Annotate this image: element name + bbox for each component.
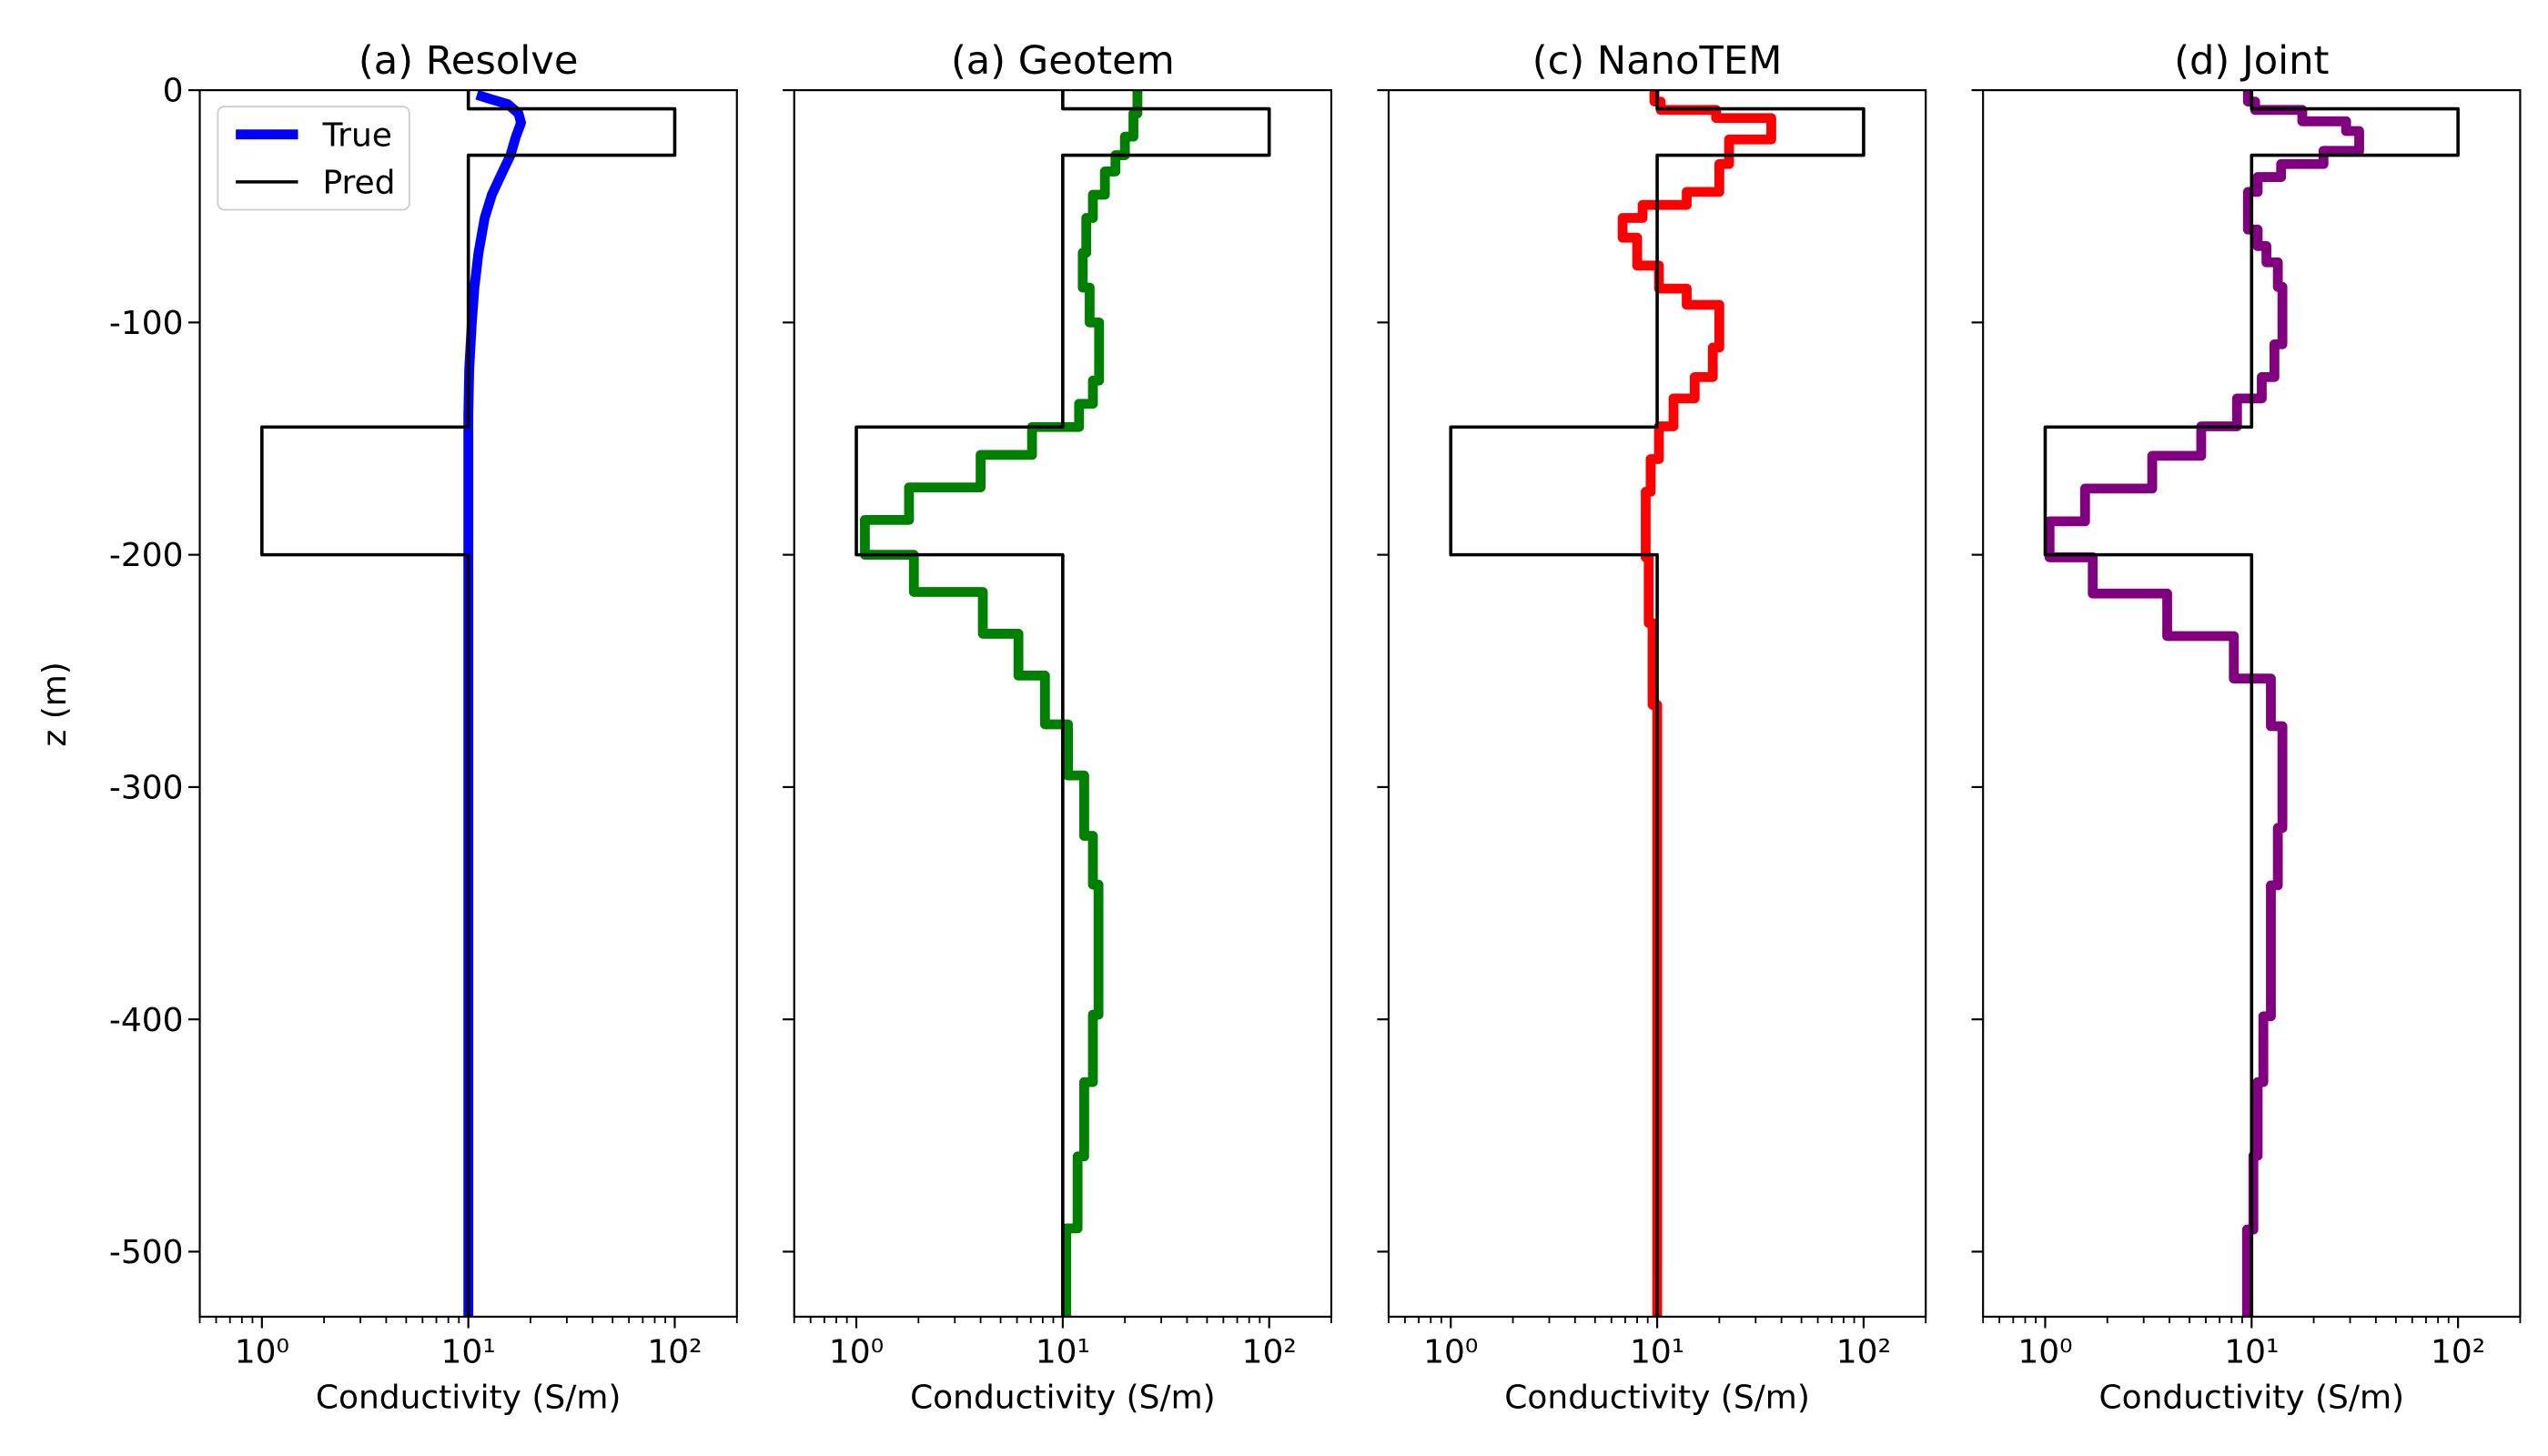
legend-label: Pred bbox=[322, 164, 395, 201]
x-tick-label: 10² bbox=[1242, 1333, 1297, 1370]
pred-line bbox=[260, 90, 677, 1317]
panel: 10⁰ 10¹ 10² (c) NanoTEM Conductivity (S/m) bbox=[1377, 38, 1927, 1417]
x-axis-label: Conductivity (S/m) bbox=[1504, 1380, 1810, 1417]
x-tick-label: 10⁰ bbox=[829, 1333, 884, 1370]
axes-frame bbox=[1982, 89, 2522, 1318]
y-tick-label: -500 bbox=[109, 1234, 184, 1271]
pred-line bbox=[854, 90, 1271, 1317]
true-line bbox=[1617, 90, 1776, 1317]
x-axis-label: Conductivity (S/m) bbox=[910, 1380, 1216, 1417]
true-line bbox=[463, 90, 526, 1317]
y-tick-label: -400 bbox=[109, 1002, 184, 1039]
axes-frame bbox=[793, 89, 1333, 1318]
panel: 10⁰ 10¹ 10² (d) Joint Conductivity (S/m) bbox=[1971, 38, 2522, 1417]
x-tick-label: 10² bbox=[1836, 1333, 1891, 1370]
x-tick-label: 10⁰ bbox=[2017, 1333, 2072, 1370]
legend-label: True bbox=[321, 116, 391, 154]
x-tick-label: 10² bbox=[2431, 1333, 2485, 1370]
x-axis-label: Conductivity (S/m) bbox=[2099, 1380, 2405, 1417]
x-axis-label: Conductivity (S/m) bbox=[316, 1380, 622, 1417]
panel: 10⁰ 10¹ 10² 0 -100 -200 -300 -400 -500 (a) Resolv… bbox=[36, 38, 738, 1417]
legend: True Pred bbox=[217, 106, 410, 211]
y-tick-label: 0 bbox=[163, 73, 184, 110]
pred-line bbox=[1449, 90, 1866, 1317]
panel-title: (d) Joint bbox=[2174, 38, 2329, 84]
axes-frame bbox=[1387, 89, 1927, 1318]
y-axis-label: z (m) bbox=[36, 662, 74, 746]
x-tick-label: 10⁰ bbox=[235, 1333, 289, 1370]
x-tick-label: 10⁰ bbox=[1423, 1333, 1478, 1370]
x-tick-label: 10¹ bbox=[441, 1333, 496, 1370]
x-tick-label: 10² bbox=[647, 1333, 702, 1370]
y-tick-label: -100 bbox=[109, 305, 184, 342]
y-tick-label: -300 bbox=[109, 770, 184, 807]
x-tick-label: 10¹ bbox=[1630, 1333, 1684, 1370]
x-tick-label: 10¹ bbox=[2224, 1333, 2279, 1370]
panel-title: (c) NanoTEM bbox=[1532, 38, 1783, 84]
y-tick-label: -200 bbox=[109, 537, 184, 574]
panel: 10⁰ 10¹ 10² (a) Geotem Conductivity (S/m) bbox=[783, 38, 1333, 1417]
pred-line bbox=[2043, 90, 2460, 1317]
true-line bbox=[2044, 90, 2364, 1317]
true-line bbox=[860, 90, 1143, 1317]
panel-title: (a) Resolve bbox=[359, 38, 579, 84]
x-tick-label: 10¹ bbox=[1036, 1333, 1090, 1370]
axes-frame bbox=[198, 89, 738, 1318]
panel-title: (a) Geotem bbox=[951, 38, 1175, 84]
